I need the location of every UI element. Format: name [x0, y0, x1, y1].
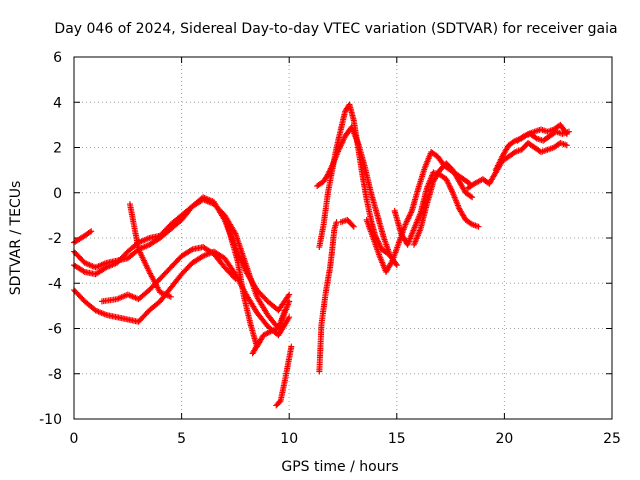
data-point [88, 228, 95, 235]
series-track-19 [514, 128, 572, 144]
series-track-17 [464, 139, 570, 192]
y-tick-label: -10 [39, 412, 62, 428]
data-point [467, 193, 474, 200]
x-axis-label: GPS time / hours [281, 459, 398, 475]
series-track-11 [316, 219, 340, 375]
data-point [286, 298, 293, 305]
series-track-13 [337, 216, 357, 230]
tick-labels: 0 5 10 15 20 25 -10 -8 -6 -4 -2 0 2 4 6 [39, 50, 621, 447]
data-point [231, 274, 238, 281]
data-point [469, 194, 476, 201]
series-track-16 [411, 160, 476, 248]
y-axis-label: SDTVAR / TECUs [8, 181, 24, 296]
y-tick-label: 4 [53, 95, 62, 111]
x-tick-label: 0 [70, 431, 79, 447]
data-point [167, 293, 174, 300]
data-point [563, 142, 570, 149]
data-point [349, 222, 356, 229]
data-point [80, 268, 87, 275]
data-point [565, 128, 572, 135]
x-tick-label: 10 [280, 431, 298, 447]
x-tick-label: 20 [495, 431, 513, 447]
y-tick-label: 6 [53, 50, 62, 66]
data-point [232, 275, 239, 282]
data-point [475, 223, 482, 230]
data-point [256, 339, 263, 346]
y-tick-label: 2 [53, 141, 62, 157]
data-point [288, 343, 295, 350]
data-points [71, 101, 572, 409]
y-tick-label: -2 [48, 231, 62, 247]
data-point [86, 229, 93, 236]
data-point [393, 262, 400, 269]
data-point [281, 307, 288, 314]
y-tick-label: -4 [48, 276, 62, 292]
data-point [188, 247, 195, 254]
y-tick-label: -6 [48, 322, 62, 338]
series-track-6 [126, 201, 174, 300]
x-tick-label: 25 [603, 431, 621, 447]
chart-title: Day 046 of 2024, Sidereal Day-to-day VTE… [54, 21, 617, 37]
plot-border [73, 56, 613, 420]
data-point [350, 223, 357, 230]
x-tick-label: 5 [177, 431, 186, 447]
y-tick-label: -8 [48, 367, 62, 383]
x-tick-label: 15 [388, 431, 406, 447]
series-track-8 [273, 343, 295, 409]
data-point [286, 291, 293, 298]
y-tick-label: 0 [53, 186, 62, 202]
series-track-9 [249, 339, 263, 357]
data-point [286, 314, 293, 321]
series-track-3 [71, 196, 293, 332]
